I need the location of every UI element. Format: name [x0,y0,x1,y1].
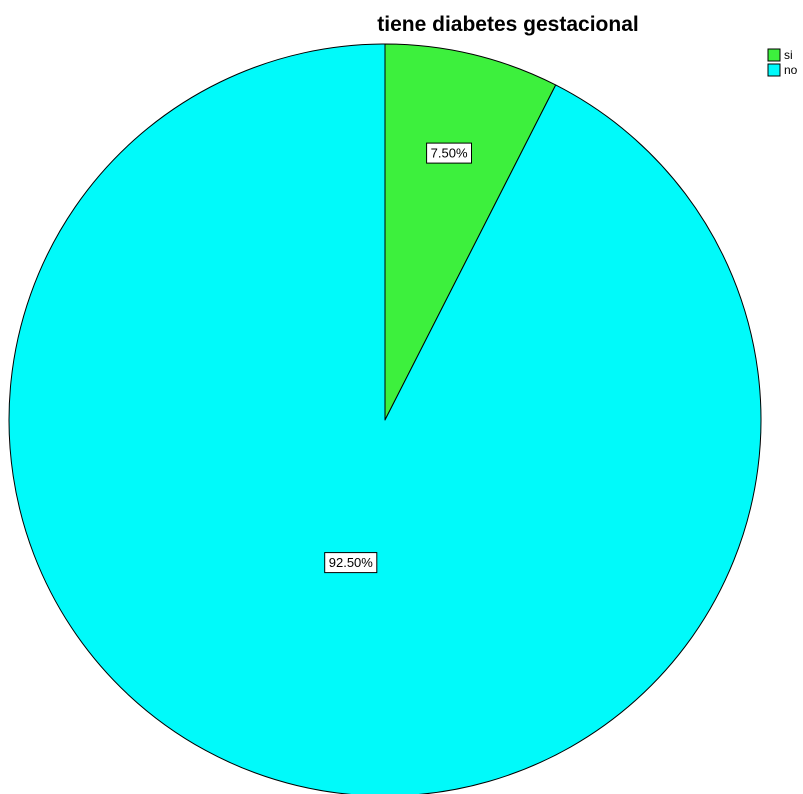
data-label-box [426,142,473,164]
pie-slice-no [8,43,762,794]
data-label-text: 92.50% [329,555,374,570]
legend-swatch-no [767,63,781,77]
legend-swatch-si [767,48,781,62]
data-label-no: 92.50% [324,552,378,574]
pie-data-labels: 7.50% 92.50% [324,142,473,574]
data-label-si: 7.50% [426,142,473,164]
legend-label-si: si [784,48,793,62]
data-label-text: 7.50% [431,146,468,161]
pie-slices [8,43,762,794]
chart-title: tiene diabetes gestacional [377,13,638,36]
data-label-box [324,552,378,574]
legend-label-no: no [784,63,798,77]
pie-slice-si [384,43,557,421]
